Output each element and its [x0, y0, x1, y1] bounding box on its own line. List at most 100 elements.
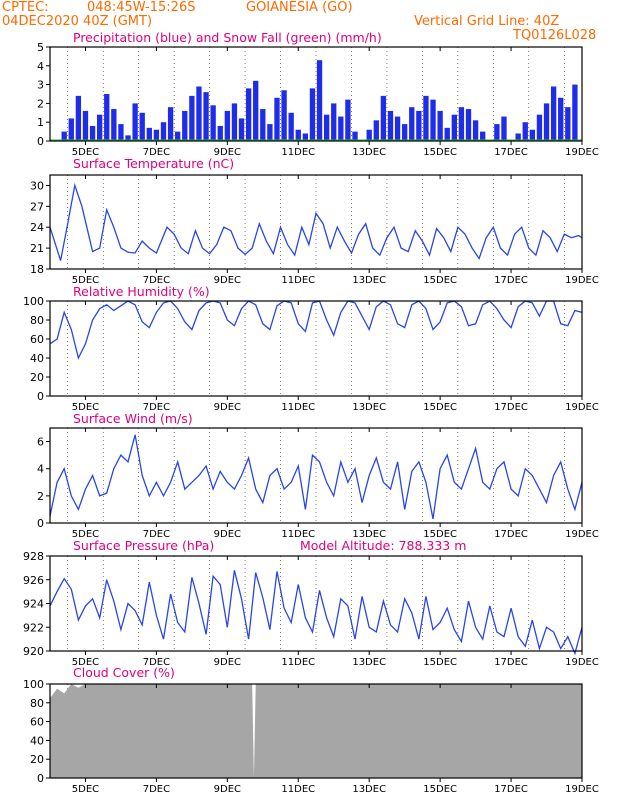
precip-bar — [203, 92, 209, 141]
precip-bar — [480, 131, 486, 141]
series-line — [49, 570, 583, 656]
precip-bar — [402, 124, 408, 141]
y-tick-label: 0 — [37, 772, 44, 785]
y-tick-label: 1 — [37, 116, 44, 129]
precip-bar — [416, 110, 422, 141]
x-tick-label: 11DEC — [281, 657, 315, 668]
y-tick-label: 0 — [37, 390, 44, 403]
header-run-time: 04DEC2020 40Z (GMT) — [2, 14, 153, 29]
series-line — [49, 434, 583, 520]
y-tick-label: 60 — [30, 333, 44, 346]
y-tick-label: 20 — [30, 371, 44, 384]
x-tick-label: 7DEC — [143, 529, 170, 540]
x-tick-label: 13DEC — [352, 784, 386, 795]
y-tick-label: 100 — [23, 678, 44, 691]
panel-frame — [49, 300, 583, 397]
precip-bar — [394, 116, 401, 141]
panel-title: Precipitation (blue) and Snow Fall (gree… — [73, 30, 382, 45]
precip-bar — [423, 95, 429, 141]
x-tick-label: 17DEC — [494, 402, 528, 413]
x-tick-label: 7DEC — [143, 275, 170, 286]
x-tick-label: 5DEC — [72, 784, 99, 795]
x-tick-label: 15DEC — [423, 529, 457, 540]
x-tick-label: 13DEC — [352, 402, 386, 413]
precip-bar — [430, 99, 436, 141]
panel-frame — [49, 683, 583, 779]
precip-bar — [352, 131, 358, 141]
precip-bar — [238, 118, 245, 141]
precip-bar — [565, 107, 571, 141]
panel-title: Surface Temperature (nC) — [73, 156, 234, 171]
header-model-code: TQ0126L028 — [513, 28, 597, 43]
panel-frame — [49, 427, 583, 524]
precip-bar — [437, 110, 443, 141]
precip-bar — [82, 110, 89, 141]
x-tick-label: 11DEC — [281, 275, 315, 286]
precip-bar — [331, 103, 337, 141]
precip-bar — [309, 88, 316, 141]
y-tick-label: 80 — [30, 314, 44, 327]
header-grid-note: Vertical Grid Line: 40Z — [414, 14, 560, 29]
precip-bar — [196, 86, 202, 141]
panel-title: Cloud Cover (%) — [73, 665, 175, 680]
precip-bar — [231, 103, 238, 141]
panel-frame — [49, 174, 583, 270]
precip-bar — [451, 114, 457, 141]
precip-bar — [175, 131, 181, 141]
precip-bar — [189, 95, 195, 141]
series-line — [49, 300, 583, 360]
x-tick-label: 9DEC — [214, 657, 241, 668]
x-tick-label: 5DEC — [72, 147, 99, 158]
x-tick-label: 11DEC — [281, 784, 315, 795]
precip-bar — [543, 103, 550, 141]
x-tick-label: 7DEC — [143, 657, 170, 668]
y-tick-label: 4 — [37, 60, 44, 73]
y-tick-label: 3 — [37, 79, 44, 92]
precip-bar — [572, 84, 578, 141]
precip-bar — [444, 127, 450, 141]
precip-bar — [210, 105, 216, 141]
precip-bar — [153, 129, 160, 141]
y-tick-label: 928 — [23, 550, 44, 563]
panel-frame — [49, 46, 583, 142]
precip-bar — [494, 124, 500, 141]
y-tick-label: 80 — [30, 697, 44, 710]
x-tick-label: 13DEC — [352, 529, 386, 540]
precip-bar — [501, 116, 507, 141]
panel-annotation: Model Altitude: 788.333 m — [300, 538, 466, 553]
precip-bar — [316, 60, 323, 141]
precip-bar — [409, 107, 415, 141]
panel-title: Relative Humidity (%) — [73, 284, 210, 299]
precip-bar — [139, 112, 145, 141]
x-tick-label: 19DEC — [565, 529, 599, 540]
y-tick-label: 0 — [37, 517, 44, 530]
precip-bar — [245, 88, 252, 141]
precip-bar — [125, 135, 131, 141]
precip-bar — [472, 120, 479, 141]
x-tick-label: 11DEC — [281, 529, 315, 540]
precip-bar — [61, 131, 67, 141]
x-tick-label: 13DEC — [352, 147, 386, 158]
x-tick-label: 17DEC — [494, 657, 528, 668]
x-tick-label: 15DEC — [423, 147, 457, 158]
x-tick-label: 11DEC — [281, 402, 315, 413]
precip-bar — [253, 80, 259, 141]
precip-bar — [160, 122, 167, 141]
precip-bar — [529, 129, 536, 141]
precip-bar — [338, 116, 344, 141]
panel-title: Surface Wind (m/s) — [73, 411, 193, 426]
precip-bar — [104, 94, 110, 141]
precip-bar — [536, 114, 543, 141]
y-tick-label: 4 — [37, 463, 44, 476]
precip-bar — [387, 110, 394, 141]
y-tick-label: 24 — [30, 221, 44, 234]
y-tick-label: 920 — [23, 645, 44, 658]
precip-bar — [167, 107, 174, 141]
y-tick-label: 20 — [30, 753, 44, 766]
header-source: CPTEC: — [2, 0, 49, 15]
x-tick-label: 7DEC — [143, 147, 170, 158]
y-tick-label: 40 — [30, 352, 44, 365]
precip-bar — [274, 97, 280, 141]
x-tick-label: 7DEC — [143, 784, 170, 795]
precip-bar — [515, 133, 521, 141]
